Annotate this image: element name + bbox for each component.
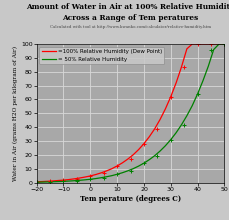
= 50% Relative Humidity <box>62 180 65 183</box>
=100% Relative Humidity (Dew Point) <box>84 176 86 178</box>
Line: = 50% Relative Humidity: = 50% Relative Humidity <box>37 44 224 182</box>
= 50% Relative Humidity <box>169 138 172 141</box>
Text: Across a Range of Tem peratures: Across a Range of Tem peratures <box>63 14 199 22</box>
X-axis label: Tem perature (degrees C): Tem perature (degrees C) <box>80 194 181 203</box>
=100% Relative Humidity (Dew Point) <box>105 170 108 172</box>
= 50% Relative Humidity <box>51 180 54 183</box>
= 50% Relative Humidity <box>191 104 194 107</box>
= 50% Relative Humidity <box>132 167 135 170</box>
=100% Relative Humidity (Dew Point) <box>185 48 188 50</box>
= 50% Relative Humidity <box>73 179 76 182</box>
=100% Relative Humidity (Dew Point) <box>180 66 183 68</box>
=100% Relative Humidity (Dew Point) <box>169 95 172 98</box>
= 50% Relative Humidity <box>78 179 81 182</box>
=100% Relative Humidity (Dew Point) <box>153 128 156 130</box>
=100% Relative Humidity (Dew Point) <box>78 177 81 179</box>
= 50% Relative Humidity <box>223 43 226 45</box>
=100% Relative Humidity (Dew Point) <box>73 178 76 180</box>
=100% Relative Humidity (Dew Point) <box>35 180 38 183</box>
=100% Relative Humidity (Dew Point) <box>46 180 49 183</box>
Y-axis label: Water in Air (grams H2O per kilogram of Air): Water in Air (grams H2O per kilogram of … <box>13 46 18 181</box>
=100% Relative Humidity (Dew Point) <box>202 43 204 45</box>
= 50% Relative Humidity <box>105 176 108 178</box>
= 50% Relative Humidity <box>126 169 129 172</box>
= 50% Relative Humidity <box>164 144 167 147</box>
Line: =100% Relative Humidity (Dew Point): =100% Relative Humidity (Dew Point) <box>37 44 224 182</box>
= 50% Relative Humidity <box>143 162 145 164</box>
=100% Relative Humidity (Dew Point) <box>207 43 210 45</box>
=100% Relative Humidity (Dew Point) <box>196 43 199 45</box>
Text: Amount of Water in Air at 100% Relative Humidity: Amount of Water in Air at 100% Relative … <box>27 3 229 11</box>
=100% Relative Humidity (Dew Point) <box>100 172 102 174</box>
= 50% Relative Humidity <box>121 171 124 174</box>
= 50% Relative Humidity <box>212 48 215 51</box>
=100% Relative Humidity (Dew Point) <box>148 135 151 138</box>
= 50% Relative Humidity <box>94 177 97 180</box>
= 50% Relative Humidity <box>46 181 49 183</box>
=100% Relative Humidity (Dew Point) <box>218 43 221 45</box>
= 50% Relative Humidity <box>110 174 113 177</box>
= 50% Relative Humidity <box>175 131 177 134</box>
= 50% Relative Humidity <box>89 178 92 181</box>
=100% Relative Humidity (Dew Point) <box>51 180 54 182</box>
= 50% Relative Humidity <box>57 180 60 183</box>
=100% Relative Humidity (Dew Point) <box>94 173 97 176</box>
=100% Relative Humidity (Dew Point) <box>89 175 92 177</box>
=100% Relative Humidity (Dew Point) <box>116 165 118 167</box>
= 50% Relative Humidity <box>159 150 161 152</box>
=100% Relative Humidity (Dew Point) <box>68 178 70 181</box>
=100% Relative Humidity (Dew Point) <box>175 81 177 84</box>
= 50% Relative Humidity <box>218 43 221 45</box>
=100% Relative Humidity (Dew Point) <box>143 142 145 145</box>
=100% Relative Humidity (Dew Point) <box>223 43 226 45</box>
=100% Relative Humidity (Dew Point) <box>62 179 65 182</box>
=100% Relative Humidity (Dew Point) <box>212 43 215 45</box>
= 50% Relative Humidity <box>84 178 86 181</box>
= 50% Relative Humidity <box>207 65 210 68</box>
=100% Relative Humidity (Dew Point) <box>110 167 113 170</box>
= 50% Relative Humidity <box>148 158 151 161</box>
= 50% Relative Humidity <box>35 181 38 183</box>
=100% Relative Humidity (Dew Point) <box>137 148 140 151</box>
Legend: =100% Relative Humidity (Dew Point), = 50% Relative Humidity: =100% Relative Humidity (Dew Point), = 5… <box>39 47 164 64</box>
= 50% Relative Humidity <box>68 180 70 182</box>
= 50% Relative Humidity <box>185 114 188 117</box>
=100% Relative Humidity (Dew Point) <box>132 153 135 156</box>
= 50% Relative Humidity <box>41 181 43 183</box>
= 50% Relative Humidity <box>196 93 199 95</box>
= 50% Relative Humidity <box>100 176 102 179</box>
= 50% Relative Humidity <box>116 173 118 176</box>
=100% Relative Humidity (Dew Point) <box>164 108 167 110</box>
Text: Calculated with tool at http://www.kwanko.com/calculator/relative-humidity.htm: Calculated with tool at http://www.kwank… <box>50 25 211 29</box>
= 50% Relative Humidity <box>202 79 204 82</box>
=100% Relative Humidity (Dew Point) <box>57 179 60 182</box>
=100% Relative Humidity (Dew Point) <box>159 118 161 121</box>
=100% Relative Humidity (Dew Point) <box>41 180 43 183</box>
=100% Relative Humidity (Dew Point) <box>126 158 129 160</box>
=100% Relative Humidity (Dew Point) <box>121 161 124 164</box>
= 50% Relative Humidity <box>153 154 156 157</box>
= 50% Relative Humidity <box>180 123 183 126</box>
= 50% Relative Humidity <box>137 165 140 167</box>
=100% Relative Humidity (Dew Point) <box>191 43 194 45</box>
